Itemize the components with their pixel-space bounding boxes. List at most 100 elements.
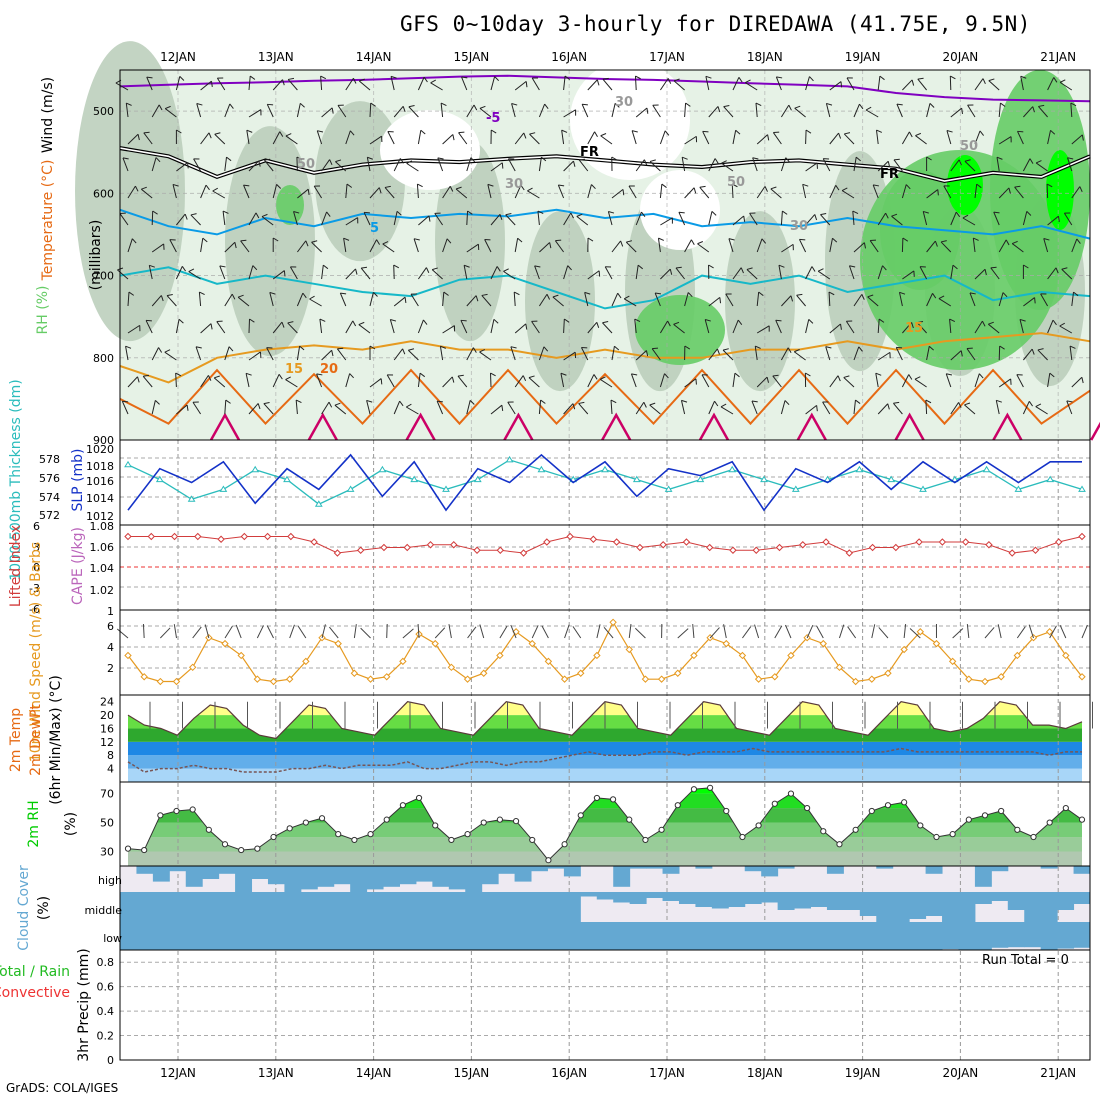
wind-barb (775, 76, 783, 91)
wind-barb (563, 109, 577, 118)
cloud-bar-high (481, 866, 499, 885)
wind-barb (853, 346, 863, 361)
cloud-bar-high (662, 866, 680, 874)
cloud-bar-low (185, 922, 203, 950)
wind-barb (728, 238, 735, 253)
lifted-index-point (1008, 549, 1016, 557)
wind-barb (625, 240, 637, 253)
lifted-index-point (822, 538, 830, 546)
cloud-bar-high (646, 866, 664, 869)
wind-barb (264, 158, 274, 172)
wind-barb (360, 266, 371, 280)
wind-barb (680, 399, 688, 415)
cloud-bar-low (563, 922, 581, 950)
wind-barb (529, 132, 540, 145)
rh2m-point (642, 836, 649, 844)
wind10-barb (878, 627, 889, 639)
rh2m-point (1078, 816, 1086, 823)
wind-barb (914, 376, 927, 388)
wind10-barb (479, 624, 485, 639)
wind-barb (915, 132, 927, 145)
cloud-bar-high (218, 866, 236, 874)
cloud-bar-low (925, 922, 943, 950)
wind-barb (1069, 345, 1076, 361)
thickness-point (982, 465, 991, 473)
wind-barb (610, 399, 617, 415)
thickness-point (1078, 485, 1086, 492)
wind-barb (490, 372, 496, 388)
wind-barb (266, 103, 274, 118)
wind-barb (345, 77, 357, 91)
wind-barb (926, 293, 937, 307)
cloud-bar-high (498, 866, 516, 874)
rh-band (128, 793, 1082, 809)
wind-barb (513, 291, 520, 307)
wind-barb (119, 212, 129, 226)
cloud-bar-middle (777, 892, 795, 910)
wind-barb (563, 351, 577, 361)
wind-barb (998, 136, 1012, 145)
thickness-point (760, 475, 768, 483)
wind-barb (408, 105, 419, 118)
wind10-point (188, 663, 197, 672)
wind10-barb (1028, 624, 1034, 639)
cloud-bar-low (991, 922, 1009, 948)
wind-barb (804, 372, 811, 388)
lifted-index-tick: -3 (29, 582, 40, 595)
wind-barb (514, 237, 523, 253)
wind-barb (417, 372, 426, 388)
rh2m-point (723, 807, 730, 815)
lifted-index-tick: 0 (33, 561, 40, 574)
contour-label: -5 (486, 111, 500, 126)
cloud-bar-middle (152, 892, 170, 922)
thickness-point (410, 475, 419, 483)
wind-barb (369, 378, 383, 388)
wind10-barb (321, 624, 326, 639)
wind-barb (321, 264, 329, 280)
wind-barb (507, 401, 516, 415)
thickness-tick: 578 (39, 453, 60, 466)
wind-barb (479, 105, 492, 118)
lifted-index-point (566, 532, 574, 541)
isotherm-15 (119, 332, 1091, 384)
cloud-bar-middle (695, 892, 713, 907)
wind-barb (780, 157, 790, 172)
cloud-bar-middle (284, 892, 302, 922)
thickness-tick: 576 (39, 472, 60, 485)
thickness-point (1046, 475, 1055, 483)
wind-barb (869, 239, 879, 253)
wind10-point (480, 669, 488, 677)
date-label-top: 16JAN (551, 50, 587, 64)
rh2m-point (593, 794, 601, 802)
wind-barb (417, 267, 430, 280)
wind10-barb (1059, 625, 1067, 639)
wind-barb (974, 78, 986, 91)
thickness-point (378, 465, 387, 473)
wind-barb (510, 346, 517, 361)
rh-band (75, 41, 185, 342)
wind-barb (848, 265, 856, 280)
cloud-bar-low (251, 922, 269, 950)
wind-barb (442, 238, 452, 253)
thickness-tick: 574 (39, 491, 60, 504)
date-label-top: 13JAN (258, 50, 294, 64)
cloud-bar-middle (662, 892, 680, 901)
wind-barb (334, 402, 347, 415)
wind-barb (1023, 106, 1035, 118)
cloud-bar-low (1024, 922, 1042, 948)
wind-barb (841, 187, 855, 199)
wind-barb (1071, 238, 1081, 253)
wind10-point (463, 675, 472, 683)
wind-barb (261, 213, 274, 226)
wind-barb (417, 76, 428, 91)
wind-barb (902, 322, 914, 334)
wind-barb (224, 293, 236, 307)
thickness-point (124, 460, 132, 468)
wind-barb (829, 185, 840, 199)
wind-barb (466, 104, 478, 118)
cloud-bar-middle (415, 892, 433, 922)
cloud-bar-high (383, 866, 400, 887)
wind-barb (196, 103, 203, 118)
wind10-point (900, 645, 908, 654)
wind-barb (945, 373, 953, 388)
